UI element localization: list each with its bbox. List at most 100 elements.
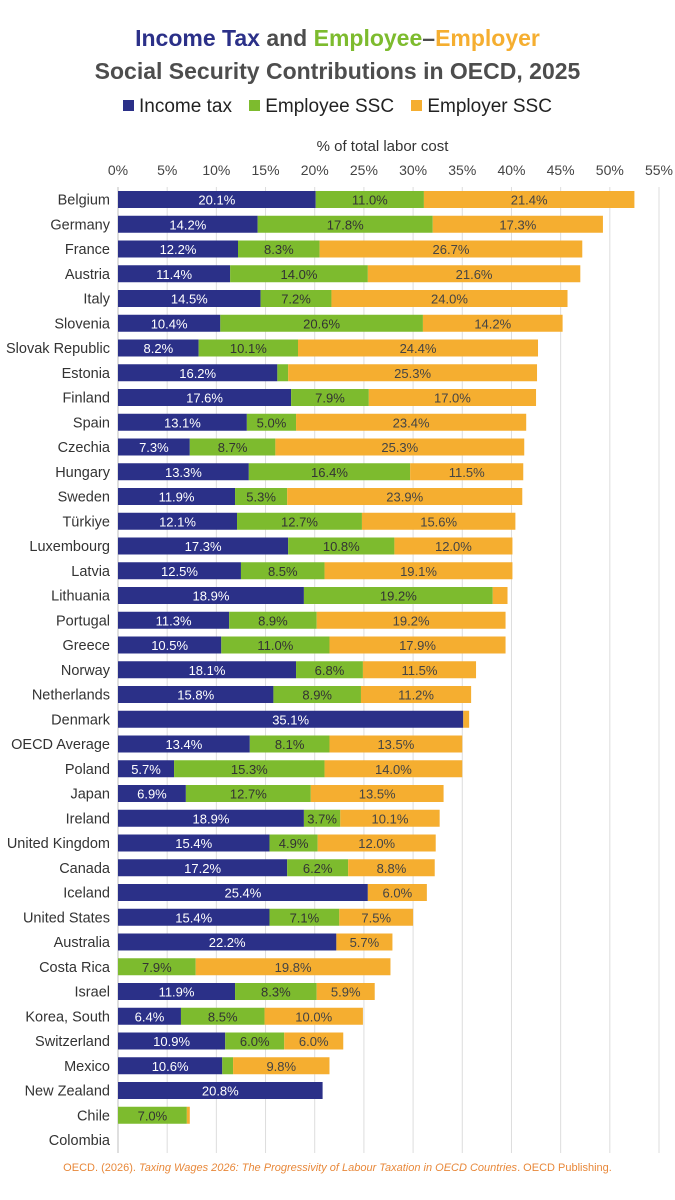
legend-swatch-employer-ssc <box>411 100 423 111</box>
bar-employee-ssc-united-states <box>269 908 340 926</box>
bar-employer-ssc-japan <box>310 785 444 802</box>
data-label-employer-ssc-estonia: 25.3% <box>394 366 431 381</box>
category-label-netherlands: Netherlands <box>32 688 110 704</box>
data-label-employee-ssc-belgium: 11.0% <box>352 193 388 208</box>
data-label-income-tax-hungary: 13.3% <box>165 465 202 480</box>
bar-income-tax-netherlands <box>118 686 274 703</box>
bar-employee-ssc-netherlands <box>273 686 361 703</box>
bar-employer-ssc-oecd-average <box>329 735 463 753</box>
bar-employee-ssc-norway <box>296 661 363 679</box>
category-label-t-rkiye: Türkiye <box>62 514 110 530</box>
category-label-united-kingdom: United Kingdom <box>7 836 110 852</box>
data-label-income-tax-t-rkiye: 12.1% <box>159 514 196 529</box>
title-income-tax: Income Tax <box>135 25 260 51</box>
bar-employer-ssc-portugal <box>316 611 506 629</box>
data-label-income-tax-norway: 18.1% <box>189 663 226 678</box>
legend-swatch-employee-ssc <box>249 100 261 111</box>
data-label-income-tax-canada: 17.2% <box>184 861 221 876</box>
data-label-income-tax-belgium: 20.1% <box>198 193 235 208</box>
category-label-slovenia: Slovenia <box>54 316 111 332</box>
data-label-employee-ssc-sweden: 5.3% <box>246 490 276 505</box>
x-tick-label: 55% <box>645 162 673 178</box>
data-label-income-tax-netherlands: 15.8% <box>177 688 214 703</box>
bar-employee-ssc-switzerland <box>225 1032 285 1050</box>
category-label-czechia: Czechia <box>58 440 111 456</box>
bar-income-tax-japan <box>118 785 186 802</box>
bar-income-tax-denmark <box>118 710 464 728</box>
data-label-employee-ssc-chile: 7.0% <box>138 1108 168 1123</box>
data-label-income-tax-oecd-average: 13.4% <box>165 737 202 752</box>
bar-income-tax-slovenia <box>118 314 221 332</box>
category-label-mexico: Mexico <box>64 1059 110 1075</box>
legend-item-employee-ssc: Employee SSC <box>249 96 394 118</box>
category-label-israel: Israel <box>75 985 110 1001</box>
data-label-employer-ssc-netherlands: 11.2% <box>398 688 434 703</box>
category-label-luxembourg: Luxembourg <box>29 539 110 555</box>
data-label-employer-ssc-united-states: 7.5% <box>361 910 391 925</box>
bar-income-tax-ireland <box>118 809 304 827</box>
data-label-employer-ssc-oecd-average: 13.5% <box>377 737 414 752</box>
bar-employer-ssc-netherlands <box>360 686 472 703</box>
bar-employer-ssc-spain <box>296 413 527 431</box>
bar-income-tax-portugal <box>118 611 230 629</box>
category-label-chile: Chile <box>77 1108 110 1124</box>
x-tick-label: 15% <box>252 162 280 178</box>
bar-employee-ssc-canada <box>287 859 349 877</box>
bar-income-tax-united-states <box>118 908 270 926</box>
data-label-employer-ssc-austria: 21.6% <box>456 267 493 282</box>
category-label-norway: Norway <box>61 663 111 679</box>
bar-income-tax-italy <box>118 290 261 307</box>
bar-employer-ssc-slovenia <box>422 314 563 332</box>
bar-employee-ssc-czechia <box>189 438 276 456</box>
category-label-france: France <box>65 242 110 258</box>
category-label-germany: Germany <box>50 217 110 233</box>
bar-employee-ssc-finland <box>291 389 369 406</box>
title-employer: Employer <box>435 25 540 51</box>
bar-employer-ssc-italy <box>331 290 568 307</box>
bar-employer-ssc-poland <box>324 760 463 778</box>
data-label-employer-ssc-greece: 17.9% <box>399 638 436 653</box>
category-label-ireland: Ireland <box>66 811 110 827</box>
data-label-employee-ssc-italy: 7.2% <box>281 292 311 307</box>
bar-employer-ssc-belgium <box>423 191 635 208</box>
data-label-employee-ssc-czechia: 8.7% <box>218 440 248 455</box>
data-label-employer-ssc-costa-rica: 19.8% <box>275 960 312 975</box>
bar-employer-ssc-norway <box>362 661 477 679</box>
data-label-income-tax-united-kingdom: 15.4% <box>175 836 212 851</box>
data-label-employee-ssc-switzerland: 6.0% <box>240 1034 270 1049</box>
data-label-employee-ssc-hungary: 16.4% <box>311 465 348 480</box>
data-label-income-tax-iceland: 25.4% <box>224 886 261 901</box>
data-label-employee-ssc-netherlands: 8.9% <box>302 688 332 703</box>
data-label-income-tax-mexico: 10.6% <box>152 1059 189 1074</box>
bar-income-tax-israel <box>118 983 236 1000</box>
data-label-employee-ssc-united-kingdom: 4.9% <box>279 836 309 851</box>
bar-employer-ssc-united-states <box>339 908 414 926</box>
data-label-income-tax-slovenia: 10.4% <box>151 316 188 331</box>
bar-income-tax-czechia <box>118 438 190 456</box>
category-label-belgium: Belgium <box>58 193 110 209</box>
data-label-employer-ssc-japan: 13.5% <box>359 787 396 802</box>
x-tick-label: 45% <box>547 162 575 178</box>
bar-employer-ssc-lithuania <box>492 587 508 604</box>
data-label-employer-ssc-hungary: 11.5% <box>449 465 485 480</box>
x-tick-label: 35% <box>448 162 476 178</box>
legend-item-income-tax: Income tax <box>123 96 232 118</box>
category-label-hungary: Hungary <box>55 465 111 481</box>
data-label-employer-ssc-norway: 11.5% <box>402 663 438 678</box>
title-employee: Employee <box>313 25 423 51</box>
bar-income-tax-korea-south <box>118 1007 181 1025</box>
data-label-employee-ssc-japan: 12.7% <box>230 787 267 802</box>
category-label-australia: Australia <box>54 935 111 951</box>
category-label-iceland: Iceland <box>63 886 110 902</box>
bar-income-tax-united-kingdom <box>118 834 270 852</box>
data-label-employer-ssc-t-rkiye: 15.6% <box>420 514 457 529</box>
bar-income-tax-lithuania <box>118 587 304 604</box>
data-label-employer-ssc-belgium: 21.4% <box>511 193 548 208</box>
data-label-employee-ssc-norway: 6.8% <box>315 663 345 678</box>
data-label-employer-ssc-ireland: 10.1% <box>372 811 409 826</box>
bar-income-tax-iceland <box>118 884 368 901</box>
bar-employee-ssc-austria <box>230 265 368 283</box>
data-label-income-tax-germany: 14.2% <box>169 217 206 232</box>
bar-employee-ssc-chile <box>118 1106 187 1124</box>
x-tick-label: 30% <box>399 162 427 178</box>
